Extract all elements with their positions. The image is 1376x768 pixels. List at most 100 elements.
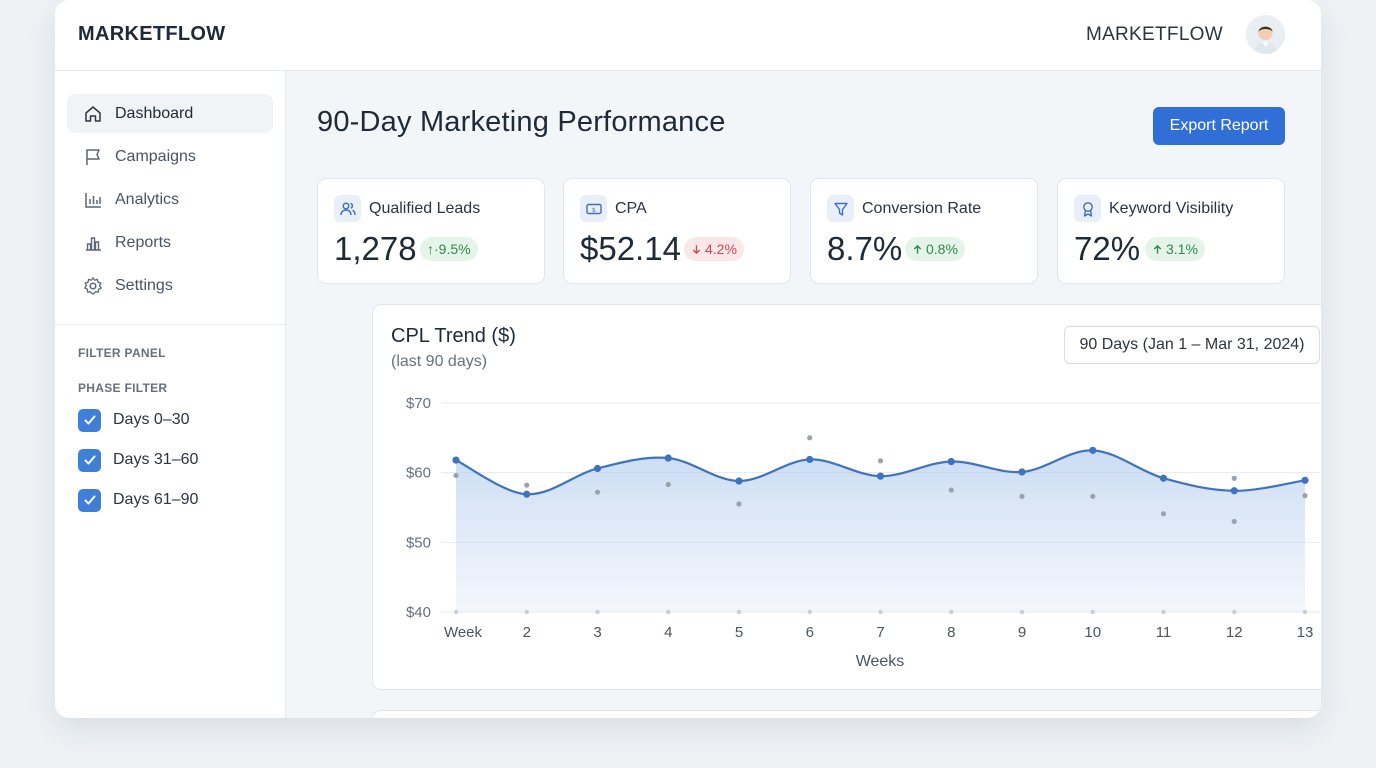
filter-panel-heading: FILTER PANEL (78, 346, 166, 360)
scatter-point (807, 435, 813, 441)
x-tick-label: 12 (1226, 624, 1243, 641)
sidebar-item-campaigns[interactable]: Campaigns (67, 137, 273, 176)
x-tick-label: 7 (876, 624, 884, 641)
baseline-point (1232, 609, 1237, 615)
phase-checkbox-61-90[interactable]: Days 61–90 (78, 488, 198, 512)
baseline-point (1302, 609, 1308, 615)
kpi-change: ↑·9.5% (427, 241, 471, 257)
scatter-point (1160, 511, 1167, 517)
sidebar-item-label: Reports (115, 233, 172, 251)
y-tick-label: $50 (406, 534, 431, 551)
svg-text:$: $ (591, 206, 595, 214)
baseline-point (1090, 609, 1095, 615)
cpl-area-fill (456, 450, 1305, 612)
baseline-point (524, 609, 529, 615)
x-tick-label: 3 (593, 624, 601, 641)
scatter-point (1090, 493, 1096, 499)
kpi-change: 0.8% (926, 241, 958, 257)
baseline-point (736, 609, 742, 615)
users-icon (334, 195, 361, 222)
phase-label: Days 61–90 (113, 491, 199, 508)
award-icon (1074, 195, 1101, 222)
cpl-data-point (1301, 476, 1309, 484)
date-range-selector[interactable]: 90 Days (Jan 1 – Mar 31, 2024) (1064, 326, 1320, 364)
app-window: MARKETFLOW MARKETFLOW Dashboard Campaign… (55, 0, 1321, 718)
baseline-point (1161, 609, 1166, 615)
flag-icon (86, 148, 100, 165)
checkmark-icon (84, 495, 95, 505)
sidebar-item-reports[interactable]: Reports (67, 223, 273, 262)
cpl-trend-chart: $70 $60 $50 $40 Week 2 3 4 5 6 7 8 9 10 11 12 13 Weeks (406, 395, 1320, 670)
kpi-card-qualified-leads[interactable]: Qualified Leads 1,278 ↑·9.5% (317, 178, 545, 284)
baseline-point (453, 609, 459, 615)
phase-filter-heading: PHASE FILTER (78, 381, 168, 395)
checkbox-checked[interactable] (78, 488, 101, 512)
y-tick-label: $60 (406, 465, 431, 482)
baseline-point (595, 609, 600, 615)
arrow-up-icon (913, 244, 922, 254)
page-title: 90-Day Marketing Performance (317, 106, 726, 138)
cpl-data-point (1089, 446, 1097, 454)
x-tick-label: 6 (806, 624, 814, 641)
home-icon (85, 105, 101, 122)
scatter-point (1302, 493, 1308, 499)
x-tick-label: 8 (947, 624, 955, 641)
sidebar-item-settings[interactable]: Settings (67, 266, 273, 305)
kpi-change: 4.2% (705, 241, 737, 257)
checkbox-checked[interactable] (78, 408, 101, 432)
x-tick-label: 2 (523, 624, 531, 641)
cpl-data-point (452, 456, 460, 464)
x-tick-label: Week (444, 624, 483, 641)
scatter-point (736, 501, 742, 507)
scatter-point (1231, 518, 1237, 525)
phase-checkbox-31-60[interactable]: Days 31–60 (78, 448, 198, 472)
money-icon: $ (580, 195, 607, 222)
brand-logo[interactable]: MARKETFLOW (78, 23, 226, 45)
cpl-data-point (593, 464, 602, 473)
main-content: 90-Day Marketing Performance Export Repo… (286, 71, 1321, 718)
baseline-point (666, 609, 671, 615)
baseline-point (1019, 609, 1025, 615)
sidebar-item-dashboard[interactable]: Dashboard (67, 94, 273, 133)
phase-label: Days 31–60 (113, 451, 199, 468)
export-report-button[interactable]: Export Report (1153, 107, 1285, 145)
kpi-card-cpa[interactable]: $ CPA $52.14 4.2% (563, 178, 791, 284)
kpi-value: 8.7% (827, 230, 903, 267)
scatter-point (594, 489, 601, 495)
kpi-card-keyword-visibility[interactable]: Keyword Visibility 72% 3.1% (1057, 178, 1285, 284)
cpl-data-point (1159, 474, 1168, 482)
cpl-trend-card: CPL Trend ($) (last 90 days) 90 Days (Ja… (372, 304, 1321, 690)
kpi-change: 3.1% (1166, 241, 1198, 257)
checkmark-icon (84, 415, 95, 425)
y-tick-label: $70 (406, 395, 431, 412)
cpl-data-point (1018, 468, 1026, 476)
user-avatar-icon (1246, 15, 1285, 54)
kpi-card-conversion-rate[interactable]: Conversion Rate 8.7% 0.8% (810, 178, 1038, 284)
x-tick-label: 11 (1156, 624, 1172, 641)
kpi-value: $52.14 (580, 230, 681, 267)
kpi-value: 72% (1074, 230, 1141, 267)
avatar[interactable] (1246, 15, 1285, 54)
checkbox-checked[interactable] (78, 448, 101, 472)
cpl-data-point (876, 472, 885, 480)
kpi-change-badge: ↑·9.5% (420, 237, 478, 261)
scatter-point (453, 472, 459, 479)
gear-icon (84, 276, 102, 295)
phase-checkbox-0-30[interactable]: Days 0–30 (78, 408, 190, 432)
scatter-point (1019, 493, 1025, 499)
x-axis-label: Weeks (856, 653, 905, 670)
cpl-data-point (664, 454, 672, 462)
kpi-label: Qualified Leads (369, 200, 481, 217)
x-tick-label: 13 (1297, 624, 1314, 641)
scatter-point (1231, 475, 1237, 481)
sidebar-item-analytics[interactable]: Analytics (67, 180, 273, 219)
cpl-data-point (806, 455, 814, 464)
kpi-change-badge: 0.8% (905, 237, 965, 261)
bar-chart-icon (85, 192, 101, 208)
cpl-data-point (735, 477, 743, 485)
kpi-label: Conversion Rate (862, 200, 982, 217)
scatter-point (948, 487, 954, 493)
x-tick-label: 10 (1084, 624, 1101, 641)
top-bar: MARKETFLOW MARKETFLOW (55, 0, 1321, 71)
cpl-data-point (523, 490, 531, 498)
